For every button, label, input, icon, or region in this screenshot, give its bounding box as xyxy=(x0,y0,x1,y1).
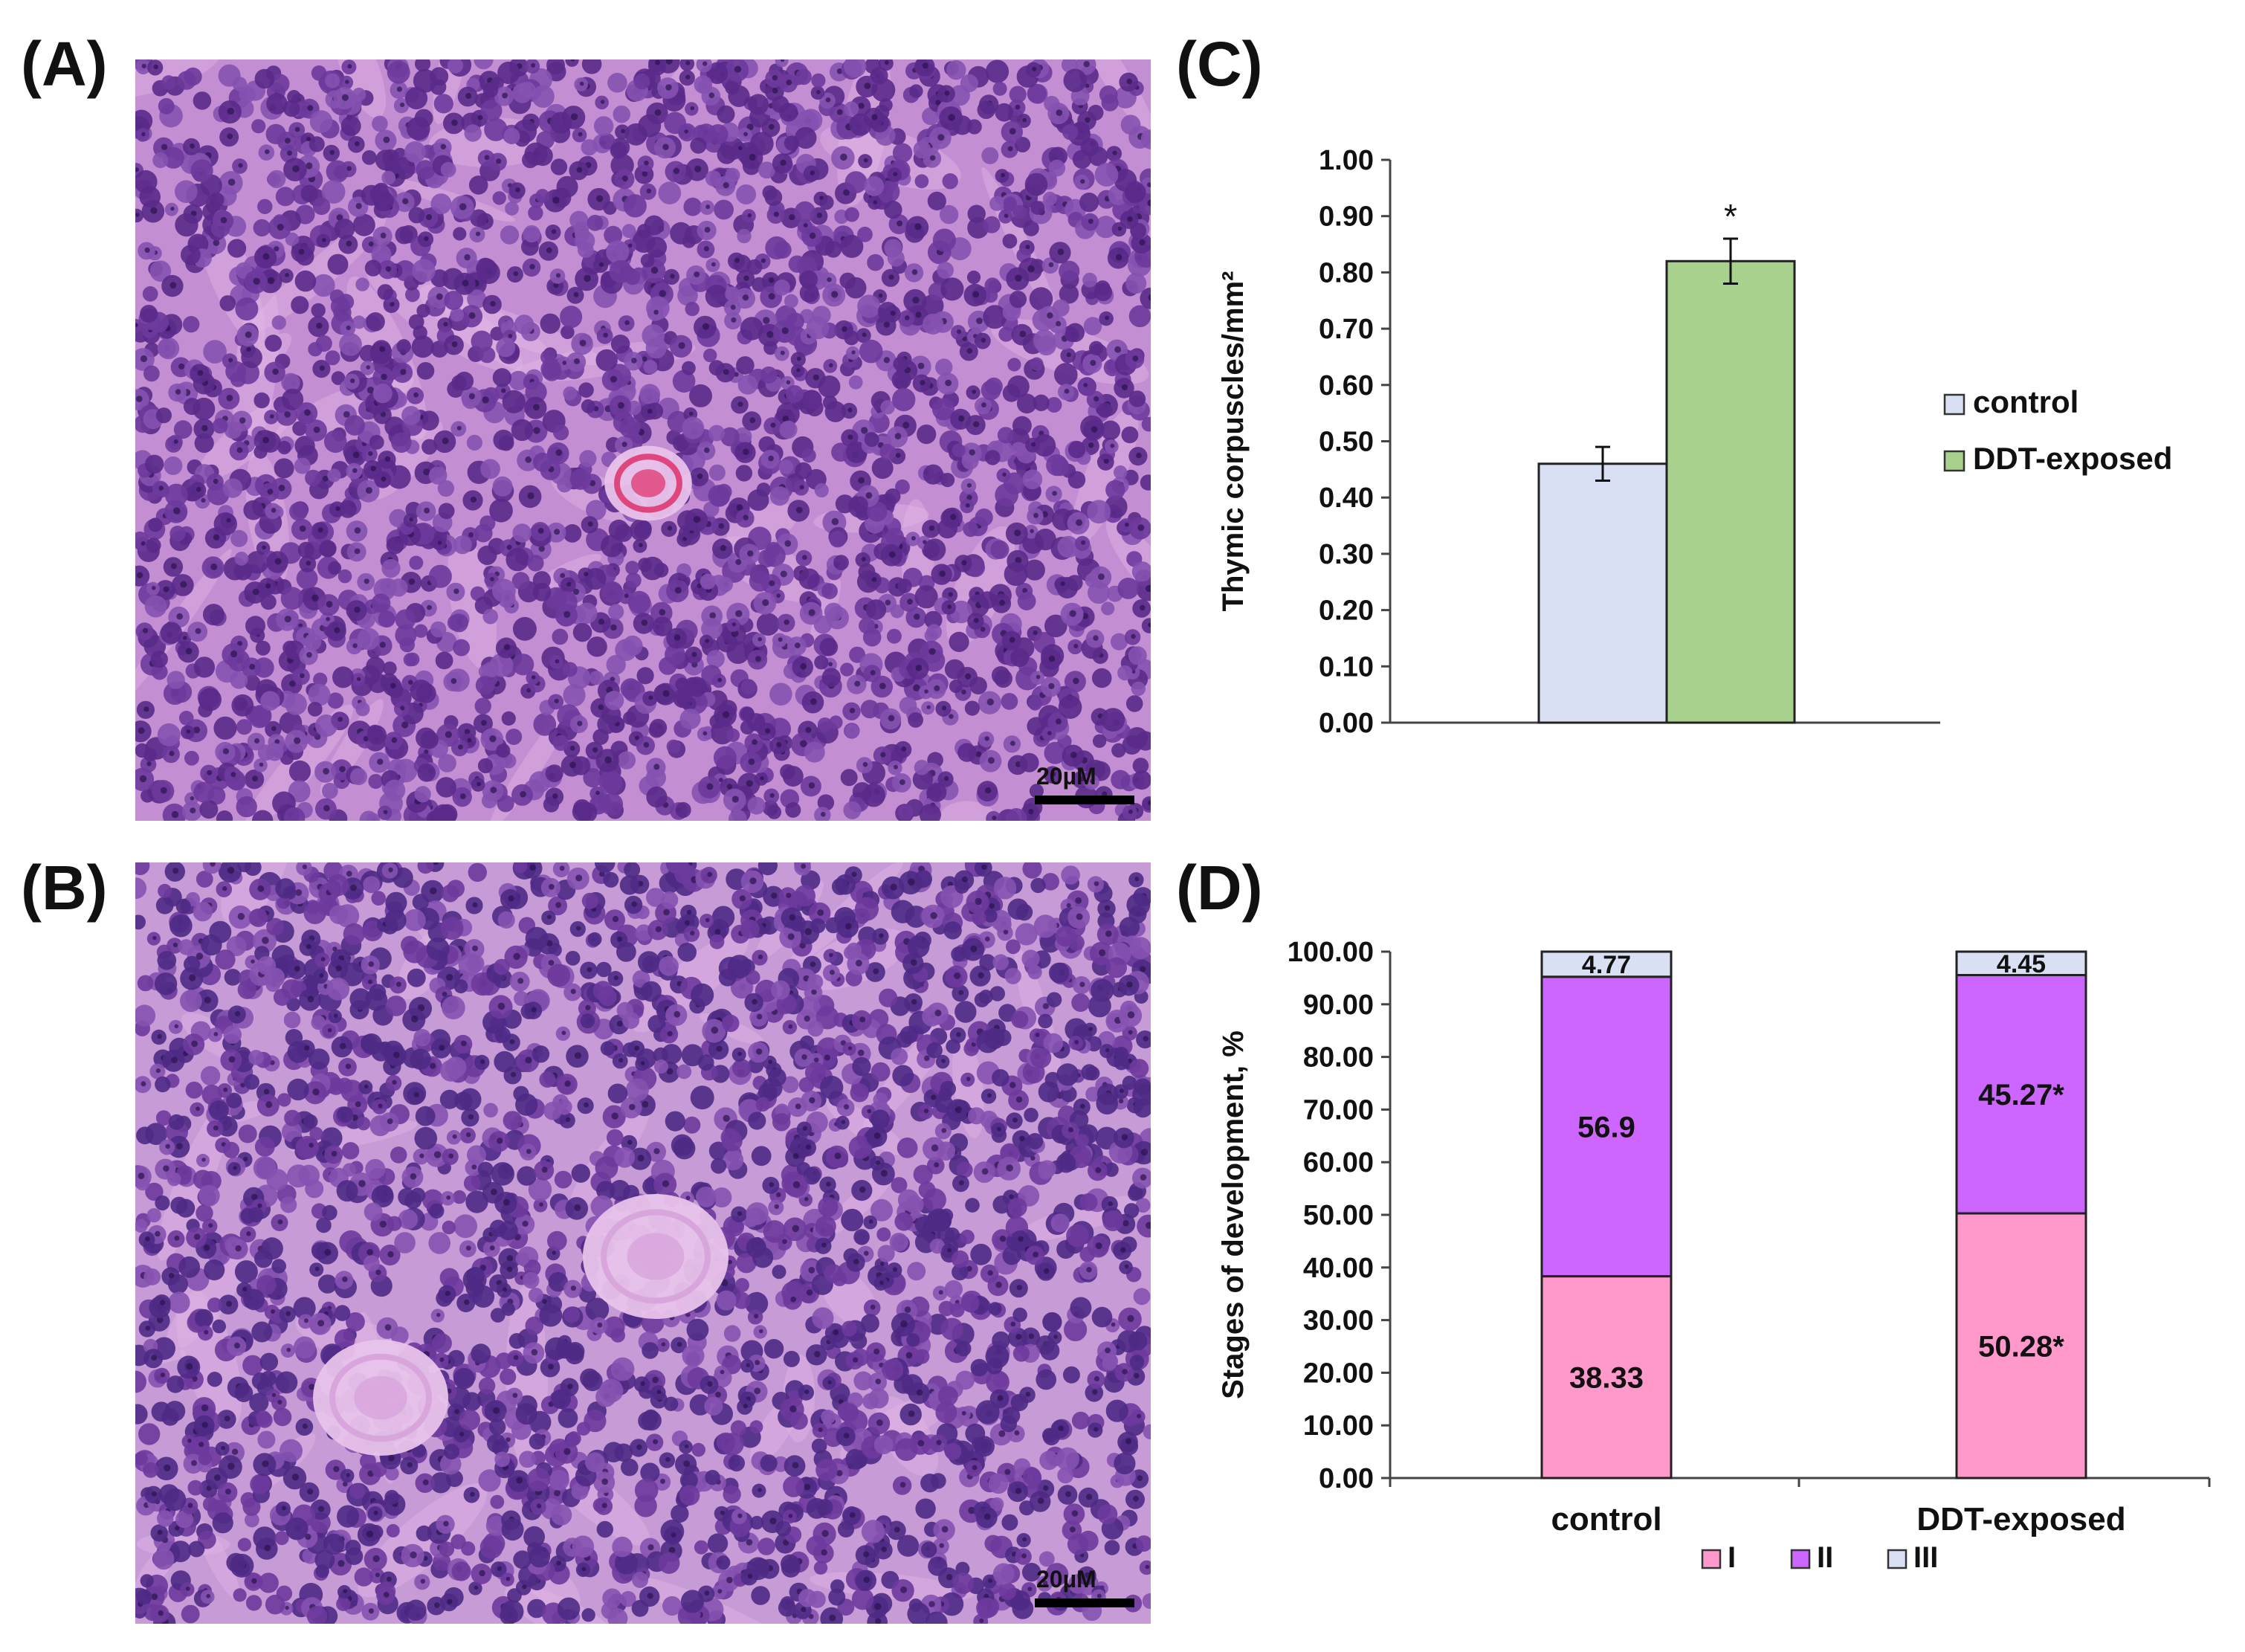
data-label: 45.27* xyxy=(1978,1079,2064,1111)
bar xyxy=(1665,259,1796,724)
legend-swatch xyxy=(1701,1549,1722,1569)
y-axis-label: Stages of development, % xyxy=(1217,1030,1250,1399)
y-tick-label: 70.00 xyxy=(1303,1094,1374,1126)
data-label: 4.77 xyxy=(1582,951,1631,979)
y-tick-label: 80.00 xyxy=(1303,1042,1374,1074)
y-tick-label: 0.20 xyxy=(1319,596,1374,627)
y-axis-label: Thymic corpuscles/mm² xyxy=(1217,271,1250,612)
legend-swatch xyxy=(1887,1549,1908,1569)
panel-d-label: (D) xyxy=(1176,853,1263,923)
y-tick-label: 0.60 xyxy=(1319,370,1374,401)
y-tick-label: 90.00 xyxy=(1303,990,1374,1021)
legend-label: control xyxy=(1973,384,2078,419)
y-tick-label: 20.00 xyxy=(1303,1358,1374,1389)
legend-label: II xyxy=(1817,1541,1833,1574)
data-label: 4.45 xyxy=(1997,950,2046,978)
scale-bar-a xyxy=(1035,796,1134,804)
significance-marker: * xyxy=(1724,197,1737,236)
bar xyxy=(1537,462,1668,724)
micrograph-b-image xyxy=(135,862,1151,1624)
y-tick-label: 60.00 xyxy=(1303,1147,1374,1178)
legend-swatch xyxy=(1790,1549,1811,1569)
data-label: 56.9 xyxy=(1577,1111,1635,1144)
legend-swatch xyxy=(1943,393,1965,416)
legend-label: DDT-exposed xyxy=(1973,441,2172,476)
y-tick-label: 0.00 xyxy=(1319,708,1374,739)
y-tick-label: 0.90 xyxy=(1319,201,1374,233)
panel-b-label: (B) xyxy=(21,853,108,923)
y-tick-label: 50.00 xyxy=(1303,1200,1374,1231)
scale-bar-b xyxy=(1035,1598,1134,1607)
y-tick-label: 0.50 xyxy=(1319,427,1374,458)
x-tick-label: control xyxy=(1551,1501,1661,1538)
micrograph-a-image xyxy=(135,59,1151,821)
x-tick-label: DDT-exposed xyxy=(1916,1501,2125,1538)
scale-bar-label-b: 20µM xyxy=(1036,1566,1096,1593)
y-tick-label: 0.10 xyxy=(1319,651,1374,683)
y-tick-label: 10.00 xyxy=(1303,1410,1374,1442)
scale-bar-label-a: 20µM xyxy=(1036,763,1096,790)
panel-a-label: (A) xyxy=(21,29,108,99)
micrograph-a: 20µM xyxy=(135,59,1151,821)
y-tick-label: 0.70 xyxy=(1319,314,1374,345)
panel-c-label: (C) xyxy=(1176,29,1263,99)
stack-segment xyxy=(1540,1275,1673,1480)
legend-label: I xyxy=(1728,1541,1736,1574)
legend-label: III xyxy=(1913,1541,1938,1574)
y-tick-label: 30.00 xyxy=(1303,1306,1374,1337)
stack-segment xyxy=(1955,1212,2087,1480)
y-tick-label: 0.80 xyxy=(1319,257,1374,288)
y-tick-label: 40.00 xyxy=(1303,1253,1374,1284)
data-label: 38.33 xyxy=(1569,1362,1644,1395)
stack-segment xyxy=(1955,950,2087,977)
y-tick-label: 0.00 xyxy=(1319,1463,1374,1494)
data-label: 50.28* xyxy=(1978,1330,2064,1363)
stack-segment xyxy=(1540,975,1673,1278)
stack-segment xyxy=(1955,974,2087,1215)
micrograph-b: 20µM xyxy=(135,862,1151,1624)
y-tick-label: 1.00 xyxy=(1319,145,1374,176)
legend-swatch xyxy=(1943,450,1965,472)
y-tick-label: 100.00 xyxy=(1288,937,1374,968)
y-tick-label: 0.40 xyxy=(1319,483,1374,514)
y-tick-label: 0.30 xyxy=(1319,539,1374,570)
stack-segment xyxy=(1540,950,1673,978)
